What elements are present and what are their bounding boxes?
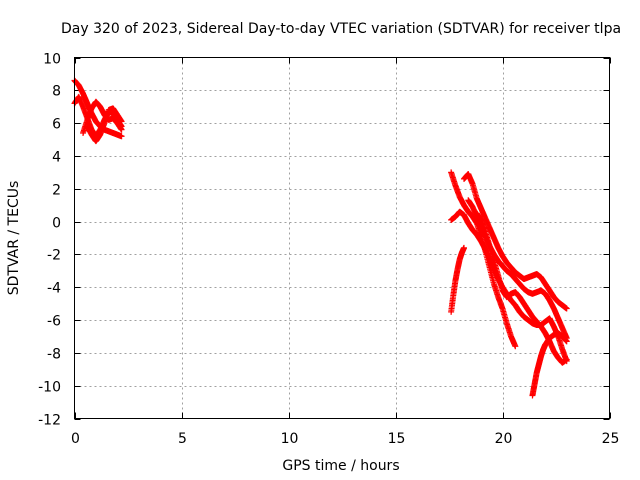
data-point: [563, 305, 570, 312]
y-tick-label: 8: [52, 84, 61, 100]
data-point: [118, 126, 125, 133]
y-tick-label: -4: [47, 281, 61, 297]
y-tick-label: -6: [47, 314, 61, 330]
y-tick-label: 10: [43, 52, 61, 68]
data-point: [563, 356, 570, 363]
y-tick-label: -10: [38, 380, 61, 396]
plot-frame: [74, 57, 610, 419]
y-tick-label: -8: [47, 347, 61, 363]
y-tick-label: -12: [38, 413, 61, 429]
series-arc-7: [460, 171, 570, 312]
y-tick-label: -2: [47, 248, 61, 264]
data-point: [118, 118, 125, 125]
y-tick-label: 4: [52, 150, 61, 166]
series-arc-5: [448, 244, 467, 315]
x-tick-label: 25: [602, 431, 620, 447]
data-point: [460, 244, 467, 251]
x-tick-label: 15: [388, 431, 406, 447]
x-tick-label: 5: [178, 431, 187, 447]
y-tick-label: 2: [52, 183, 61, 199]
y-axis-label: SDTVAR / TECUs: [6, 181, 22, 296]
y-tick-label: 0: [52, 216, 61, 232]
x-tick-label: 0: [71, 431, 80, 447]
tick-labels: 0 5 10 15 20 25 -12 -10 -8 -6 -4 -2 0 2 4 6 8 10: [38, 52, 619, 448]
data-point: [118, 133, 125, 140]
data-point: [512, 343, 519, 350]
x-tick-label: 10: [281, 431, 299, 447]
chart-title: Day 320 of 2023, Sidereal Day-to-day VTE…: [61, 21, 621, 37]
x-axis-label: GPS time / hours: [282, 458, 399, 474]
grid-lines: [74, 57, 610, 419]
data-points: [71, 77, 570, 399]
series-arc-4: [84, 105, 125, 145]
data-point: [563, 338, 570, 345]
y-tick-label: 6: [52, 117, 61, 133]
series-arc-11: [529, 330, 570, 399]
x-tick-label: 20: [495, 431, 513, 447]
axis-ticks: [74, 57, 611, 420]
